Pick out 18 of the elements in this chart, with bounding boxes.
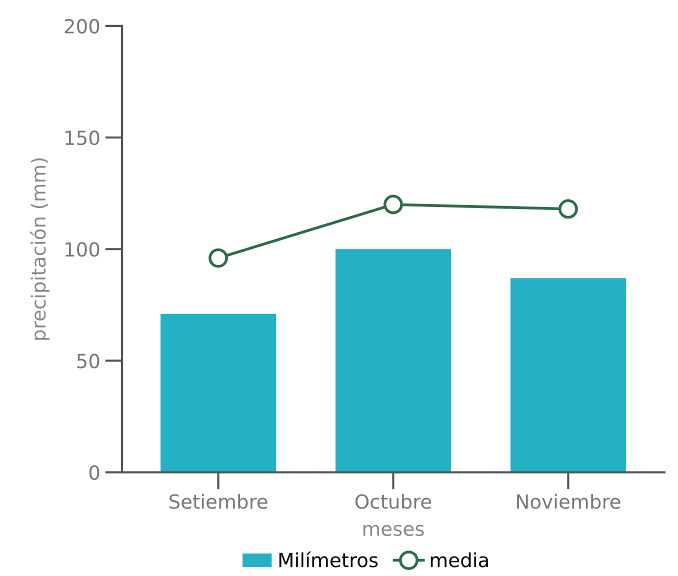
bar	[510, 278, 626, 472]
y-axis-title: precipitación (mm)	[30, 158, 50, 340]
y-tick-label: 100	[66, 242, 100, 257]
x-tick-label: Setiembre	[170, 494, 268, 509]
legend-label: media	[430, 552, 488, 568]
y-tick-label: 0	[89, 465, 100, 480]
y-tick-label: 50	[77, 354, 100, 368]
x-axis-title: meses	[363, 524, 424, 536]
x-tick-label: Noviembre	[517, 494, 620, 509]
legend-label: Milímetros	[279, 552, 378, 568]
bar	[160, 314, 276, 472]
bar	[336, 249, 451, 472]
point	[208, 248, 228, 268]
y-tick-label: 200	[64, 18, 100, 34]
point	[558, 199, 578, 219]
y-tick-label: 150	[66, 130, 100, 146]
x-tick-label: Octubre	[355, 494, 432, 509]
point	[384, 194, 403, 214]
